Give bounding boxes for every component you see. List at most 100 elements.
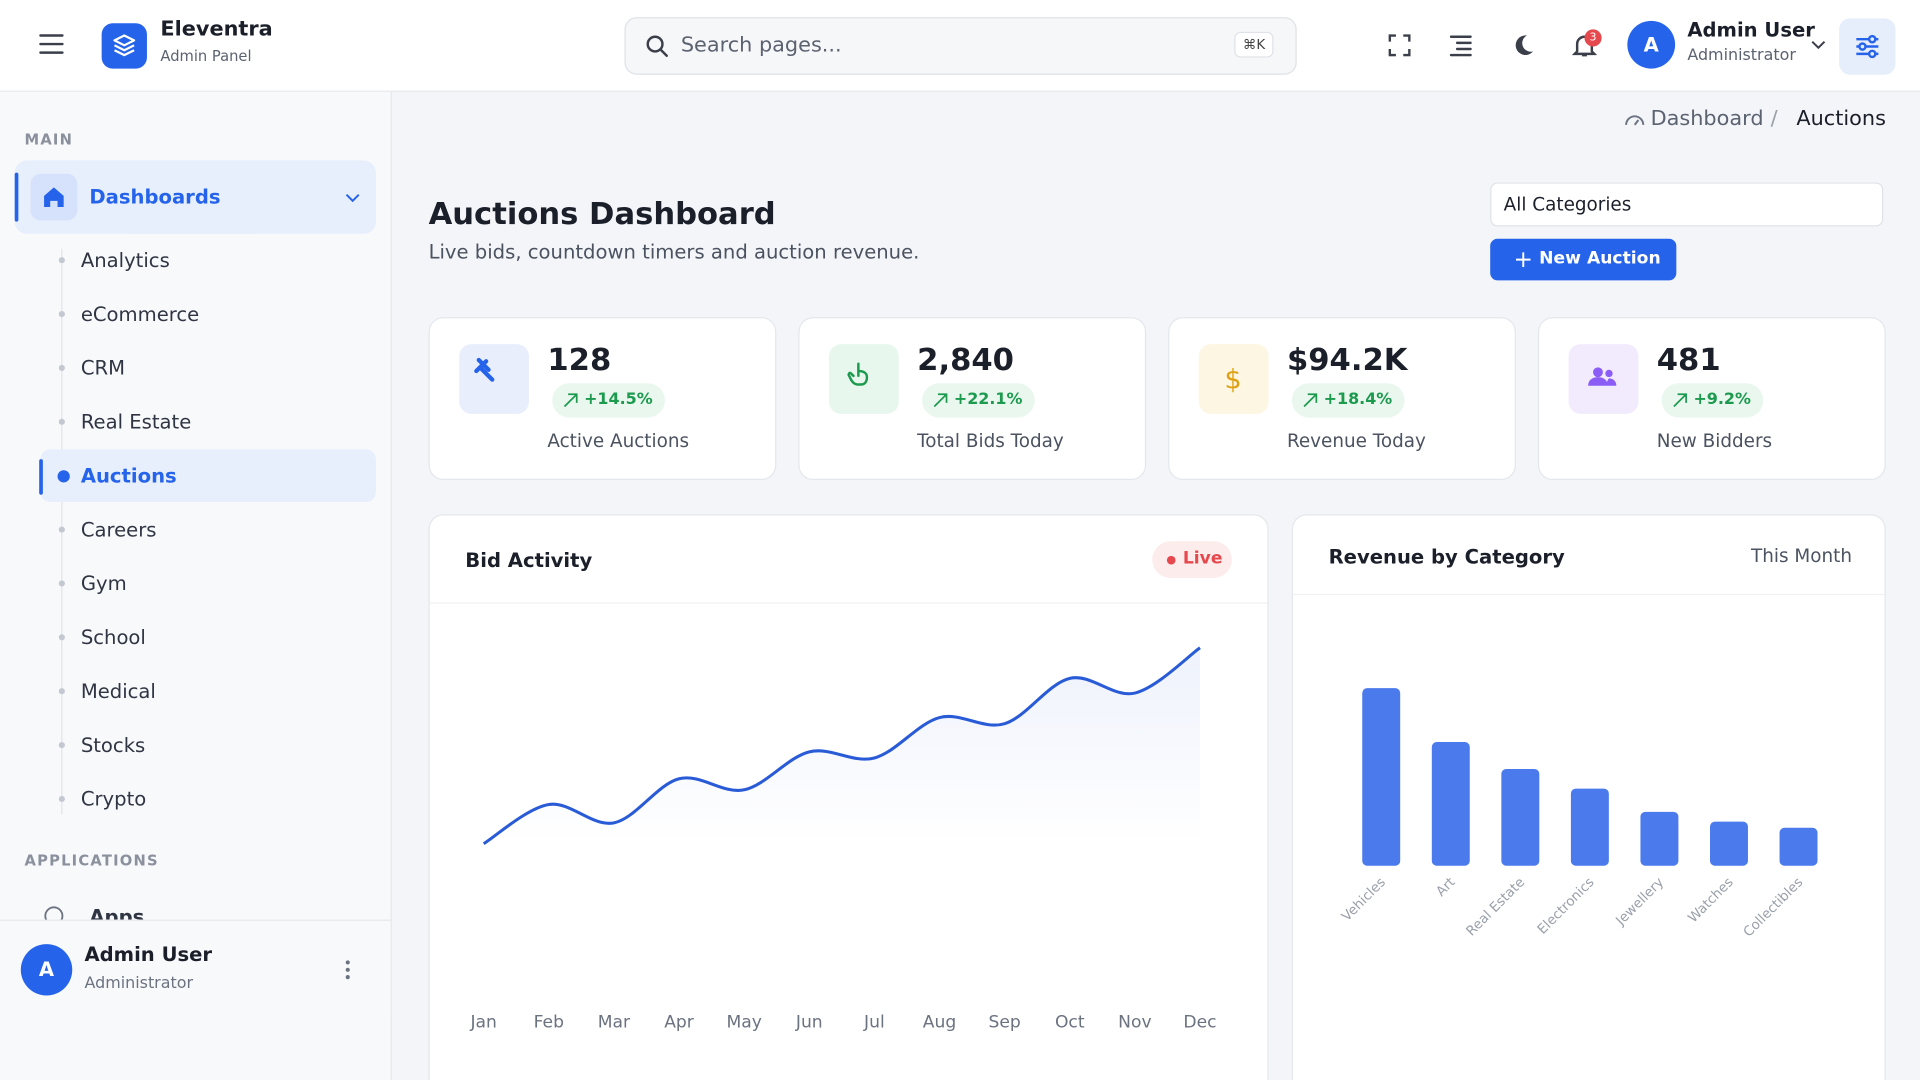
trend-icon xyxy=(1303,393,1318,408)
revenue-card: Revenue by Category This Month Vehicles A… xyxy=(1291,514,1886,1080)
nav-item[interactable]: Real Estate xyxy=(80,410,192,434)
area xyxy=(483,647,1200,844)
trend-icon xyxy=(933,393,948,408)
group-label: Dashboards xyxy=(89,184,221,209)
nav-item[interactable]: Stocks xyxy=(80,733,146,757)
bar xyxy=(1640,811,1679,866)
nav-item[interactable]: CRM xyxy=(80,356,126,380)
bar xyxy=(1710,821,1748,866)
svg-text:$: $ xyxy=(1224,364,1241,395)
bar-chart: Vehicles Art Real Estate Electronics Jewelle… xyxy=(1339,688,1818,940)
stat-change: +22.1% xyxy=(922,383,1035,418)
settings-button[interactable] xyxy=(1839,18,1896,75)
nav-dot xyxy=(58,634,65,641)
nav-item[interactable]: eCommerce xyxy=(80,302,200,326)
theme-icon[interactable] xyxy=(1511,33,1535,57)
badge-label: Live xyxy=(1182,548,1223,569)
nav-item[interactable]: Crypto xyxy=(80,787,147,811)
menu-icon[interactable] xyxy=(39,33,64,55)
live-badge: Live xyxy=(1152,541,1232,578)
user-name: Admin User xyxy=(1687,18,1815,42)
stat-value: $94.2K xyxy=(1286,341,1408,378)
user-chevron[interactable] xyxy=(1811,40,1826,50)
stat-label: Active Auctions xyxy=(547,429,690,452)
nav-dot xyxy=(58,526,65,533)
brand-logo[interactable] xyxy=(101,23,147,69)
stat-icon xyxy=(1568,344,1639,414)
x-tick-label: Mar xyxy=(598,1012,631,1032)
footer-avatar: A xyxy=(20,944,73,996)
nav-dot xyxy=(58,257,65,264)
user-avatar[interactable]: A xyxy=(1627,20,1676,69)
x-tick-label: Jul xyxy=(863,1012,885,1032)
trend-icon xyxy=(1673,393,1687,408)
stat-value: 481 xyxy=(1656,341,1721,378)
stat-value: 2,840 xyxy=(917,341,1014,378)
nav-dot xyxy=(58,580,65,587)
sidebar-footer: A Admin User Administrator xyxy=(0,919,391,1019)
dashboards-group[interactable]: Dashboards xyxy=(14,160,376,234)
bar xyxy=(1570,788,1609,866)
stat-label: Revenue Today xyxy=(1286,429,1426,452)
nav-dot xyxy=(58,742,65,749)
bid-activity-card: Bid Activity Live Jan Feb Mar Apr May Jun Jul A… xyxy=(428,514,1269,1080)
footer-role: Administrator xyxy=(84,974,194,994)
nav-item[interactable]: Careers xyxy=(80,517,157,542)
stat-icon xyxy=(459,344,529,414)
bar xyxy=(1431,742,1470,866)
stat-change: +14.5% xyxy=(552,383,665,418)
nav-item[interactable]: Auctions xyxy=(80,464,177,488)
search-box[interactable]: Search pages... ⌘K xyxy=(624,17,1297,75)
x-tick-label: Oct xyxy=(1055,1012,1085,1032)
line-chart: Jan Feb Mar Apr May Jun Jul Aug Sep Oct Nov Dec xyxy=(469,646,1217,1032)
sidebar: MAIN Dashboards Analytics eCommerce CRM Rea… xyxy=(0,91,392,1080)
x-tick-label: Sep xyxy=(988,1012,1020,1032)
breadcrumb-link[interactable]: Dashboard xyxy=(1650,106,1764,132)
user-role: Administrator xyxy=(1687,46,1796,65)
x-tick-label: Art xyxy=(1434,875,1459,900)
stat-label: New Bidders xyxy=(1656,429,1773,452)
nav-item[interactable]: Analytics xyxy=(80,248,170,272)
change-text: +9.2% xyxy=(1693,390,1751,409)
nav-dot xyxy=(58,795,65,803)
section-label: MAIN xyxy=(24,131,74,149)
nav-dot xyxy=(58,311,65,318)
x-tick-label: Collectibles xyxy=(1741,875,1806,940)
nav-item[interactable]: School xyxy=(80,625,146,649)
x-tick-label: Electronics xyxy=(1535,875,1597,937)
x-tick-label: Jewellery xyxy=(1613,875,1667,929)
change-text: +22.1% xyxy=(953,390,1023,409)
nav-item[interactable]: Medical xyxy=(80,679,156,703)
stat-change: +9.2% xyxy=(1661,383,1764,418)
new-auction-button[interactable]: New Auction xyxy=(1490,238,1677,281)
notification-count: 3 xyxy=(1584,29,1602,47)
x-tick-label: Jun xyxy=(795,1012,823,1032)
nav-dot xyxy=(58,418,65,425)
stat-card: $ $94.2K +18.4% Revenue Today xyxy=(1168,317,1516,480)
search-placeholder: Search pages... xyxy=(680,33,842,58)
stat-card: 128 +14.5% Active Auctions xyxy=(428,317,777,480)
stat-change: +18.4% xyxy=(1291,383,1405,418)
nav-item[interactable]: Gym xyxy=(80,571,127,596)
footer-menu[interactable] xyxy=(344,959,351,981)
bar xyxy=(1779,827,1818,866)
filter-label: All Categories xyxy=(1503,193,1632,216)
top-bar: Eleventra Admin Panel Search pages... ⌘K… xyxy=(0,0,1920,92)
x-tick-label: Nov xyxy=(1118,1012,1151,1032)
nav-dot xyxy=(58,688,65,695)
fullscreen-icon[interactable] xyxy=(1388,34,1411,57)
x-tick-label: May xyxy=(726,1012,761,1032)
stat-icon: $ xyxy=(1198,344,1269,414)
x-tick-label: Vehicles xyxy=(1339,875,1389,925)
nav-dot xyxy=(57,470,70,483)
layout-icon[interactable] xyxy=(1449,34,1472,57)
change-text: +18.4% xyxy=(1323,390,1393,409)
period-label[interactable]: This Month xyxy=(1751,544,1852,567)
bar xyxy=(1362,688,1401,866)
bar xyxy=(1501,768,1540,866)
category-filter[interactable]: All Categories xyxy=(1490,182,1884,227)
stat-icon xyxy=(828,344,899,414)
x-tick-label: Dec xyxy=(1183,1012,1216,1032)
